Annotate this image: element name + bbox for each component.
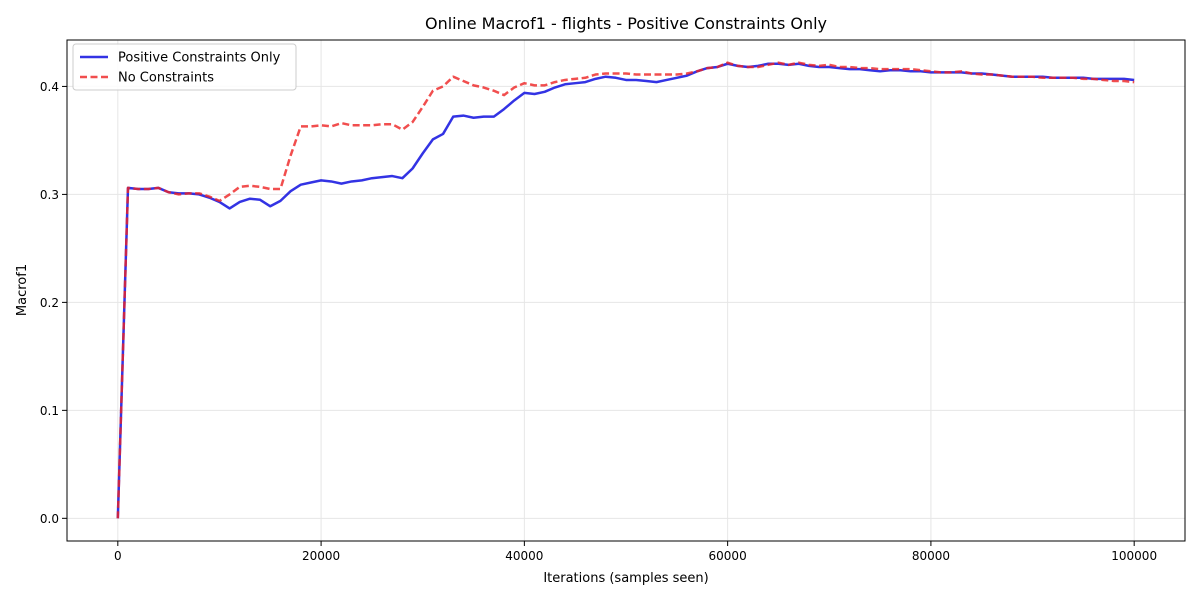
legend: Positive Constraints Only No Constraints	[72, 43, 297, 91]
grid	[67, 40, 1185, 541]
x-axis-label: Iterations (samples seen)	[543, 571, 708, 586]
y-axis: 0.0 0.1 0.2 0.3 0.4	[40, 80, 67, 526]
series-layer	[116, 61, 1135, 519]
x-axis: 0 20000 40000 60000 80000 100000	[114, 541, 1157, 563]
legend-label-no-constraints: No Constraints	[118, 71, 214, 86]
x-tick-label: 20000	[302, 549, 340, 563]
series-line-no-constraints	[116, 61, 1135, 519]
y-tick-label: 0.3	[40, 188, 59, 202]
chart-title: Online Macrof1 - flights - Positive Cons…	[425, 14, 827, 33]
plot-frame	[66, 39, 1186, 542]
y-tick-label: 0.1	[40, 404, 59, 418]
series-line-positive-constraints	[116, 62, 1135, 519]
legend-box	[72, 43, 297, 91]
x-tick-label: 100000	[1111, 549, 1157, 563]
x-tick-label: 40000	[505, 549, 543, 563]
y-tick-label: 0.0	[40, 512, 59, 526]
y-tick-label: 0.4	[40, 80, 59, 94]
y-tick-label: 0.2	[40, 296, 59, 310]
y-axis-label: Macrof1	[15, 264, 30, 316]
x-tick-label: 80000	[912, 549, 950, 563]
x-tick-label: 60000	[709, 549, 747, 563]
legend-label-positive-constraints: Positive Constraints Only	[118, 51, 281, 66]
x-tick-label: 0	[114, 549, 122, 563]
